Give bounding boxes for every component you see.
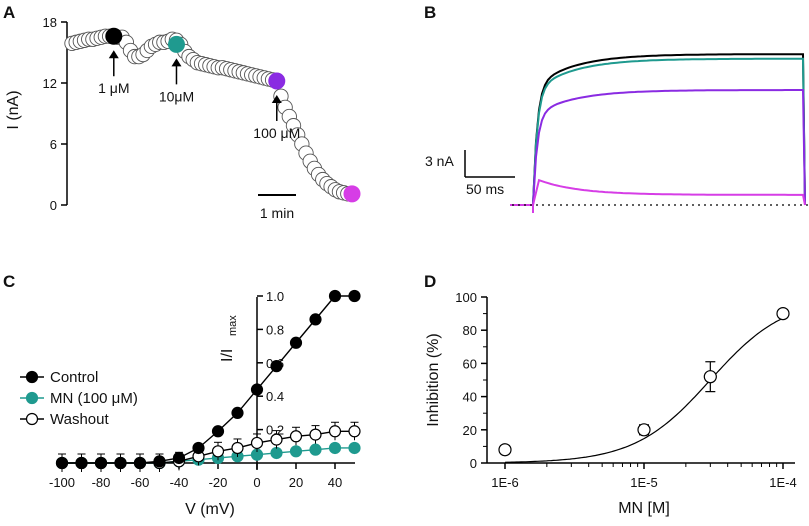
a-y-tick-label: 6 (50, 137, 57, 152)
c-legend-marker (25, 370, 39, 384)
c-data-point (94, 456, 108, 470)
c-legend-label: Control (50, 369, 98, 386)
d-y-label: Inhibition (%) (425, 333, 442, 426)
c-x-tick-label: -60 (131, 475, 150, 490)
d-y-tick-label: 100 (455, 290, 477, 305)
d-y-tick-label: 80 (463, 323, 477, 338)
b-trace-purple (510, 89, 806, 213)
c-x-tick-label: 40 (328, 475, 342, 490)
a-arrow-head (108, 50, 119, 59)
b-scalebar-y-label: 3 nA (425, 153, 454, 169)
c-data-point (231, 441, 244, 455)
c-data-point (289, 336, 303, 349)
d-y-tick-label: 0 (470, 456, 477, 471)
b-trace-black (510, 53, 806, 213)
c-data-point (328, 289, 342, 303)
c-x-tick-label: -80 (92, 475, 111, 490)
c-data-point (309, 428, 322, 441)
panel-label-d: D (424, 272, 436, 291)
c-legend-marker (25, 391, 39, 405)
c-x-tick-label: -40 (170, 475, 189, 490)
panel-label-c: C (3, 272, 15, 291)
d-data-point (637, 423, 651, 437)
c-data-point (328, 425, 342, 438)
a-marker-point (343, 185, 361, 203)
d-data-point (498, 443, 512, 457)
c-data-point (348, 441, 361, 455)
c-legend-marker (25, 412, 39, 426)
c-y-label-main: I/I (219, 349, 236, 362)
c-data-point (250, 383, 264, 396)
c-data-point (309, 313, 322, 326)
d-fit-curve (504, 317, 784, 463)
c-data-point (348, 425, 361, 438)
c-data-point (192, 441, 205, 455)
a-arrow-label: 100 μM (253, 125, 300, 141)
a-marker-point (167, 35, 185, 53)
panel-a: 0 6 12 18 I (nA) 1 μM 10μM 100 μM 1 min (5, 15, 361, 221)
c-y-tick-label: 0.2 (266, 423, 284, 438)
panel-label-a: A (3, 3, 15, 22)
c-data-point (153, 455, 166, 468)
b-scalebar-x-label: 50 ms (466, 181, 504, 197)
c-data-point (289, 445, 303, 458)
c-data-point (328, 441, 342, 455)
d-y-tick-label: 40 (463, 390, 477, 405)
c-x-tick-label: -20 (209, 475, 228, 490)
c-data-point (309, 443, 322, 456)
d-x-tick-label: 1E-4 (769, 475, 796, 490)
d-x-tick-label: 1E-5 (630, 475, 657, 490)
c-data-point (133, 456, 147, 470)
c-legend-label: Washout (50, 411, 109, 428)
c-data-point (348, 289, 361, 303)
c-data-point (211, 445, 225, 458)
a-y-label: I (nA) (5, 90, 22, 129)
c-x-tick-label: -100 (49, 475, 75, 490)
a-y-tick-label: 18 (43, 15, 57, 30)
c-data-point (211, 425, 225, 438)
c-data-point (75, 456, 88, 470)
panel-label-b: B (424, 3, 436, 22)
a-arrow-label: 10μM (159, 88, 194, 104)
a-arrow-label: 1 μM (98, 80, 129, 96)
c-y-tick-label: 0.4 (266, 389, 284, 404)
c-data-point (270, 446, 283, 460)
c-x-tick-label: 20 (289, 475, 303, 490)
c-data-point (270, 433, 283, 446)
c-data-point (172, 451, 186, 465)
c-series-line (62, 295, 355, 464)
c-y-label-sub: max (227, 315, 239, 336)
a-time-scalebar-label: 1 min (260, 205, 294, 221)
c-data-point (114, 456, 127, 470)
c-y-tick-label: 1.0 (266, 289, 284, 304)
d-x-tick-label: 1E-6 (491, 475, 518, 490)
c-x-label: V (mV) (185, 501, 235, 518)
a-marker-point (268, 72, 286, 90)
c-legend-label: MN (100 μM) (50, 390, 138, 407)
c-data-point (270, 360, 283, 373)
c-y-label: I/I max (219, 315, 239, 362)
panel-b: 3 nA 50 ms (425, 53, 808, 213)
d-y-tick-label: 20 (463, 423, 477, 438)
a-y-tick-label: 0 (50, 198, 57, 213)
c-data-point (55, 456, 69, 470)
d-data-point (703, 370, 717, 384)
c-data-point (231, 406, 244, 419)
a-y-tick-label: 12 (43, 76, 57, 91)
c-x-tick-label: 0 (253, 475, 260, 490)
d-y-tick-label: 60 (463, 356, 477, 371)
c-data-point (289, 430, 303, 443)
a-arrow-head (271, 94, 282, 103)
c-y-tick-label: 0.8 (266, 322, 284, 337)
c-data-point (250, 436, 264, 450)
b-trace-magenta (510, 178, 806, 213)
a-arrow-head (171, 58, 182, 67)
b-trace-teal (510, 57, 806, 213)
d-data-point (776, 307, 790, 321)
d-x-label: MN [M] (618, 500, 670, 517)
a-marker-point (105, 27, 123, 45)
